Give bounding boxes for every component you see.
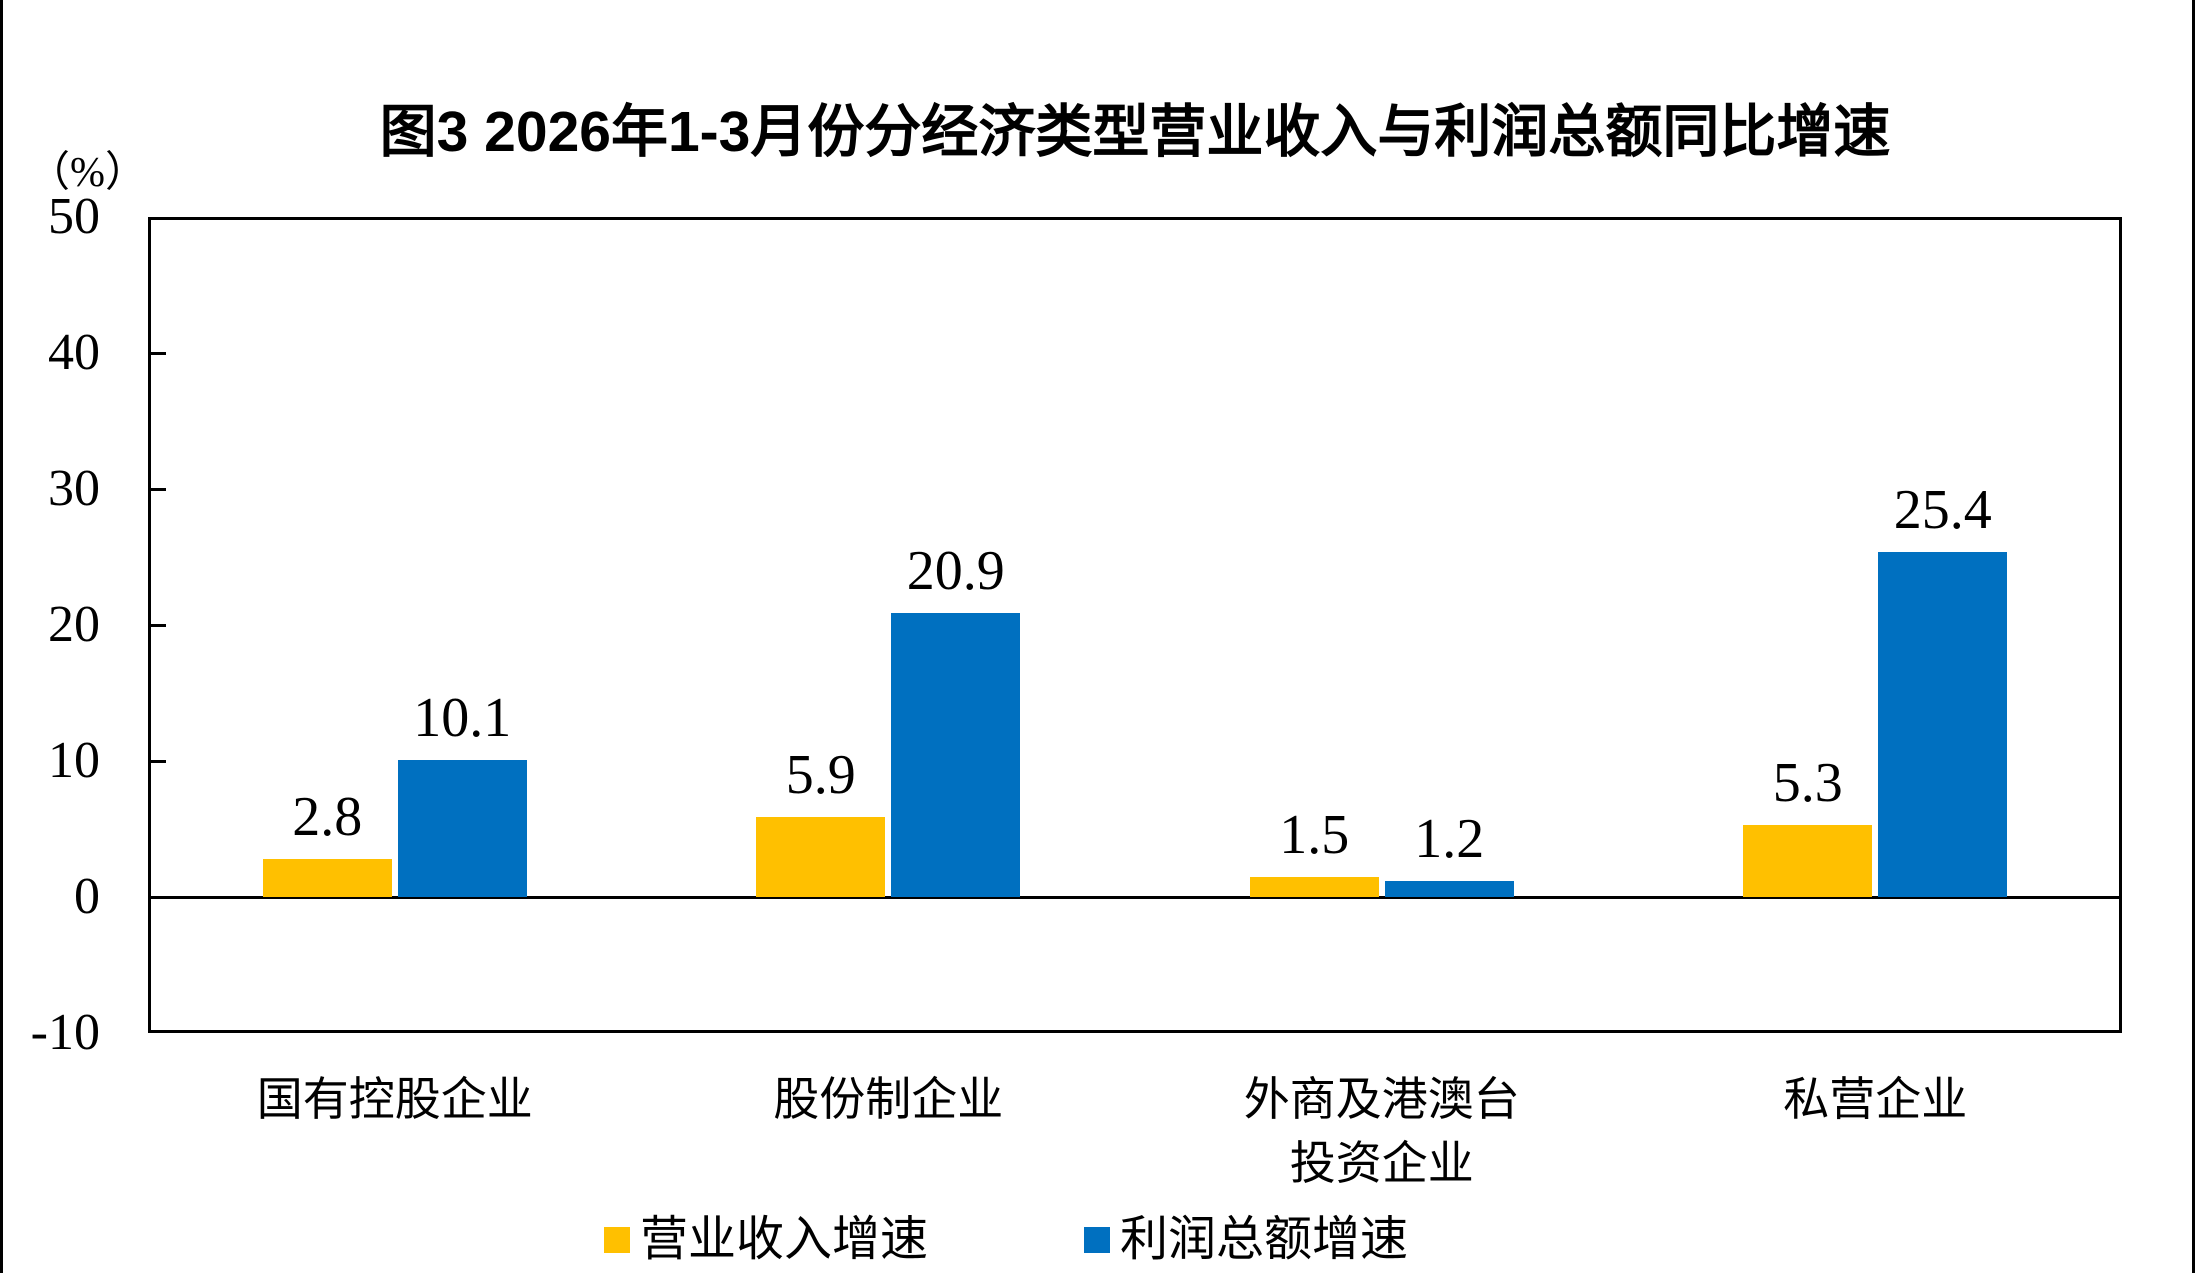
y-axis-tick [148,624,166,627]
bar-value-label: 20.9 [906,539,1005,602]
x-category-label: 私营企业 [1783,1074,1968,1125]
bar-value-label: 5.3 [1772,751,1843,814]
bar-revenue-growth [262,858,392,897]
legend-swatch-icon [1084,1227,1110,1253]
right-border-line [2192,0,2195,1273]
bar-value-label: 2.8 [292,785,363,848]
bar-profit-growth [397,759,527,897]
legend-label: 营业收入增速 [640,1213,929,1266]
x-category-label: 国有控股企业 [256,1074,533,1125]
legend-swatch-icon [604,1227,630,1253]
y-axis-label: 30 [48,460,100,517]
x-category-label: 外商及港澳台 投资企业 [1243,1074,1520,1189]
y-axis-tick [148,488,166,491]
y-axis-tick [148,760,166,763]
y-axis-unit-label: （%） [28,150,147,196]
bar-revenue-growth [1249,876,1379,897]
bar-value-label: 1.2 [1414,807,1485,870]
y-axis-label: 40 [48,324,100,381]
legend-label: 利润总额增速 [1120,1213,1409,1266]
bar-value-label: 10.1 [413,686,512,749]
y-axis-label: 20 [48,596,100,653]
chart-title: 图3 2026年1-3月份分经济类型营业收入与利润总额同比增速 [379,100,1891,164]
bar-value-label: 1.5 [1279,803,1350,866]
legend-item: 利润总额增速 [1084,1212,1408,1268]
y-axis-label: 50 [48,188,100,245]
plot-area [148,217,2122,1033]
left-border-line [0,0,3,1273]
bar-value-label: 25.4 [1893,478,1992,541]
bar-revenue-growth [1743,824,1873,897]
y-axis-label: -10 [30,1004,100,1061]
bar-profit-growth [1878,551,2008,897]
bar-value-label: 5.9 [785,743,856,806]
y-axis-label: 0 [74,868,100,925]
bar-revenue-growth [756,816,886,897]
legend-item: 营业收入增速 [604,1212,928,1268]
y-axis-label: 10 [48,732,100,789]
bar-profit-growth [1384,880,1514,897]
x-category-label: 股份制企业 [773,1074,1004,1125]
zero-axis-line [148,896,2122,899]
y-axis-tick [148,352,166,355]
bar-profit-growth [891,612,1021,897]
